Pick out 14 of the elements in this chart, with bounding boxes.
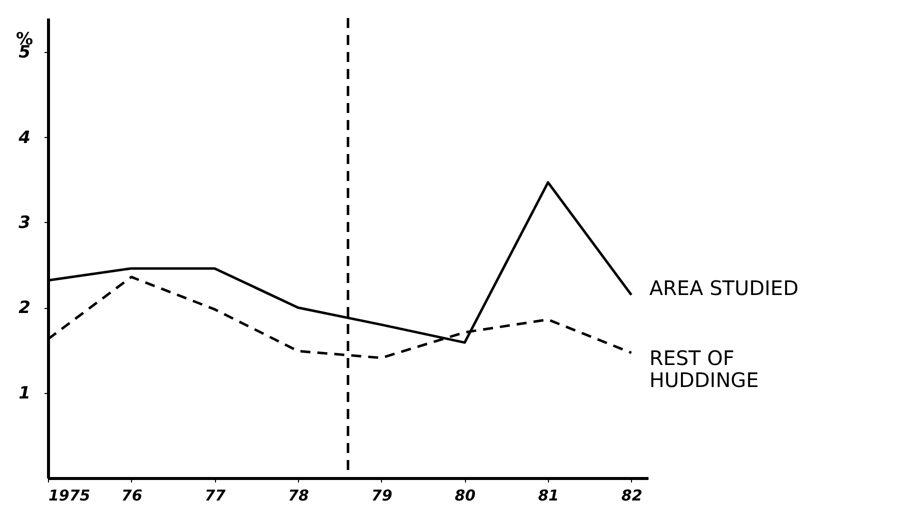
series-label: REST OF HUDDINGE [649, 346, 759, 392]
y-tick-label: 1 [18, 383, 30, 404]
x-tick-label: 78 [288, 486, 309, 504]
x-tick-label: 77 [204, 486, 226, 504]
x-tick-label: 80 [454, 486, 476, 504]
y-tick-label: 4 [18, 128, 30, 148]
x-tick-label: 76 [121, 486, 142, 504]
x-tick-label: 1975 [48, 486, 90, 504]
y-tick-label: 3 [18, 212, 30, 233]
y-tick-label: 2 [18, 298, 30, 318]
x-tick-label: 79 [371, 486, 392, 504]
series-label: AREA STUDIED [649, 276, 798, 300]
x-tick-label: 81 [538, 486, 559, 504]
x-tick-label: 82 [621, 486, 642, 504]
